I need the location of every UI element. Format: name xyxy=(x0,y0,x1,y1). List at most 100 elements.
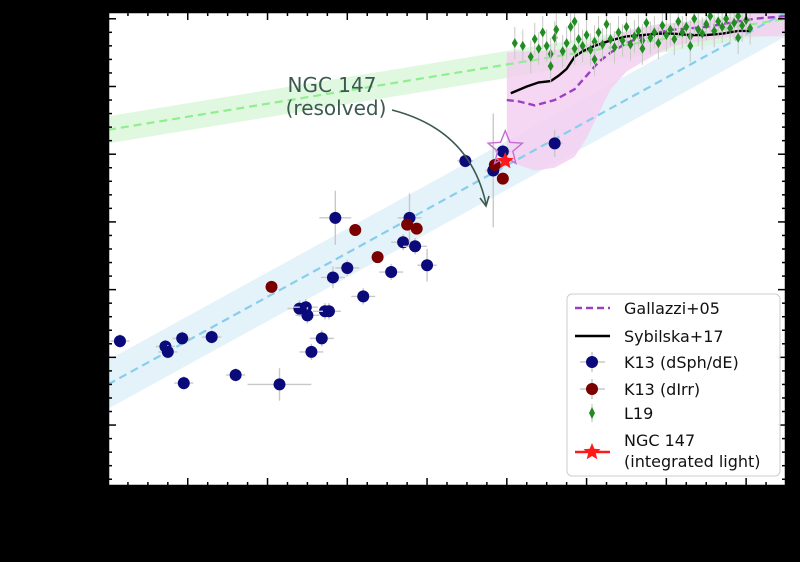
l19-point-10 xyxy=(559,46,566,57)
legend-k13-dsph-label: K13 (dSph/dE) xyxy=(624,353,739,372)
k13-dirr-point-3 xyxy=(401,218,414,231)
l19-point-45 xyxy=(699,28,706,39)
bands-layer xyxy=(108,12,786,409)
l19-point-16 xyxy=(583,30,590,41)
k13-dsph-point-17 xyxy=(341,261,354,274)
l19-point-56 xyxy=(743,15,750,26)
l19-point-24 xyxy=(615,27,622,38)
l19-point-40 xyxy=(679,27,686,38)
k13-dsph-point-26 xyxy=(496,145,509,158)
l19-point-13 xyxy=(571,43,578,54)
legend-l19-marker xyxy=(589,407,595,419)
l19-point-3 xyxy=(531,34,538,45)
l19-point-20 xyxy=(599,39,606,50)
relation-line-0 xyxy=(108,12,786,386)
l19-point-44 xyxy=(695,24,702,35)
k13-dsph-point-15 xyxy=(326,271,339,284)
l19-point-57 xyxy=(747,23,754,34)
l19-point-0 xyxy=(511,38,518,49)
l19-point-21 xyxy=(603,19,610,30)
k13-dirr-point-0 xyxy=(265,280,278,293)
legend-ngc147-label-2: (integrated light) xyxy=(624,452,761,471)
l19-point-53 xyxy=(731,17,738,28)
annotation-line2: (resolved) xyxy=(286,96,387,120)
k13-dsph-point-11 xyxy=(305,345,318,358)
k13-dirr-point-1 xyxy=(349,224,362,237)
l19-point-19 xyxy=(595,27,602,38)
l19-point-32 xyxy=(647,32,654,43)
k13-dsph-point-19 xyxy=(385,266,398,279)
l19-point-18 xyxy=(591,36,598,47)
l19-point-52 xyxy=(727,23,734,34)
l19-point-14 xyxy=(575,34,582,45)
k13-dsph-point-7 xyxy=(273,378,286,391)
legend-ngc147-marker xyxy=(583,443,601,460)
l19-point-23 xyxy=(611,42,618,53)
legend-k13-dsph-marker xyxy=(586,356,598,368)
l19-point-59 xyxy=(571,16,578,27)
l19-point-6 xyxy=(543,40,550,51)
k13-dsph-point-5 xyxy=(205,331,218,344)
l19-point-39 xyxy=(675,16,682,27)
k13-dsph-point-18 xyxy=(357,290,370,303)
l19-point-49 xyxy=(715,16,722,27)
k13-dsph-point-22 xyxy=(409,240,422,253)
l19-point-31 xyxy=(643,17,650,28)
l19-point-25 xyxy=(619,35,626,46)
k13-dsph-point-20 xyxy=(397,236,410,249)
l19-point-9 xyxy=(553,24,560,35)
l19-point-17 xyxy=(587,44,594,55)
l19-point-2 xyxy=(527,51,534,62)
l19-point-48 xyxy=(711,25,718,36)
l19-point-63 xyxy=(735,32,742,43)
l19-point-1 xyxy=(519,40,526,51)
l19-point-47 xyxy=(707,12,714,22)
l19-point-12 xyxy=(567,21,574,32)
legend-l19-label: L19 xyxy=(624,404,653,423)
k13-dsph-point-4 xyxy=(177,377,190,390)
k13-dsph-point-2 xyxy=(161,345,174,358)
l19-point-62 xyxy=(687,40,694,51)
l19-point-33 xyxy=(651,27,658,38)
l19-point-35 xyxy=(659,20,666,31)
k13-dsph-point-14 xyxy=(322,305,335,318)
annotation-arrow xyxy=(391,109,487,205)
k13-dsph-point-23 xyxy=(421,259,434,272)
legend-sybilska-label: Sybilska+17 xyxy=(624,327,724,346)
k13-dsph-point-10 xyxy=(301,309,314,322)
k13-dirr-point-2 xyxy=(371,251,384,264)
k13-dsph-point-3 xyxy=(176,332,189,345)
k13-dsph-point-27 xyxy=(548,137,561,150)
gallazzi-05-band xyxy=(506,12,786,171)
l19-point-41 xyxy=(683,21,690,32)
l19-point-26 xyxy=(623,21,630,32)
l19-point-51 xyxy=(723,13,730,24)
l19-point-54 xyxy=(735,12,742,22)
k13-dsph-point-24 xyxy=(459,154,472,167)
legend-k13-dirr-label: K13 (dIrr) xyxy=(624,380,700,399)
l19-point-60 xyxy=(591,54,598,65)
legend-gallazzi-label: Gallazzi+05 xyxy=(624,299,720,318)
l19-point-43 xyxy=(691,13,698,24)
l19-point-28 xyxy=(631,31,638,42)
annotation-arrowhead xyxy=(479,195,490,208)
legend-k13-dirr-marker xyxy=(586,383,598,395)
k13-dsph-point-12 xyxy=(315,332,328,345)
l19-point-50 xyxy=(719,21,726,32)
relation-band-0 xyxy=(108,12,786,409)
legend: Gallazzi+05 Sybilska+17 K13 (dSph/dE) K1… xyxy=(566,293,781,477)
l19-point-15 xyxy=(579,40,586,51)
l19-point-61 xyxy=(639,43,646,54)
l19-point-37 xyxy=(667,24,674,35)
legend-ngc147-label-1: NGC 147 xyxy=(624,431,695,450)
k13-dirr-point-6 xyxy=(496,172,509,185)
l19-point-11 xyxy=(563,38,570,49)
l19-point-46 xyxy=(703,19,710,30)
l19-point-34 xyxy=(655,38,662,49)
k13-dsph-point-0 xyxy=(113,335,126,348)
points-layer xyxy=(110,12,754,401)
ngc147-point-0 xyxy=(496,151,514,169)
l19-point-22 xyxy=(607,34,614,45)
l19-point-38 xyxy=(671,34,678,45)
annotation-line1: NGC 147 xyxy=(288,73,377,97)
